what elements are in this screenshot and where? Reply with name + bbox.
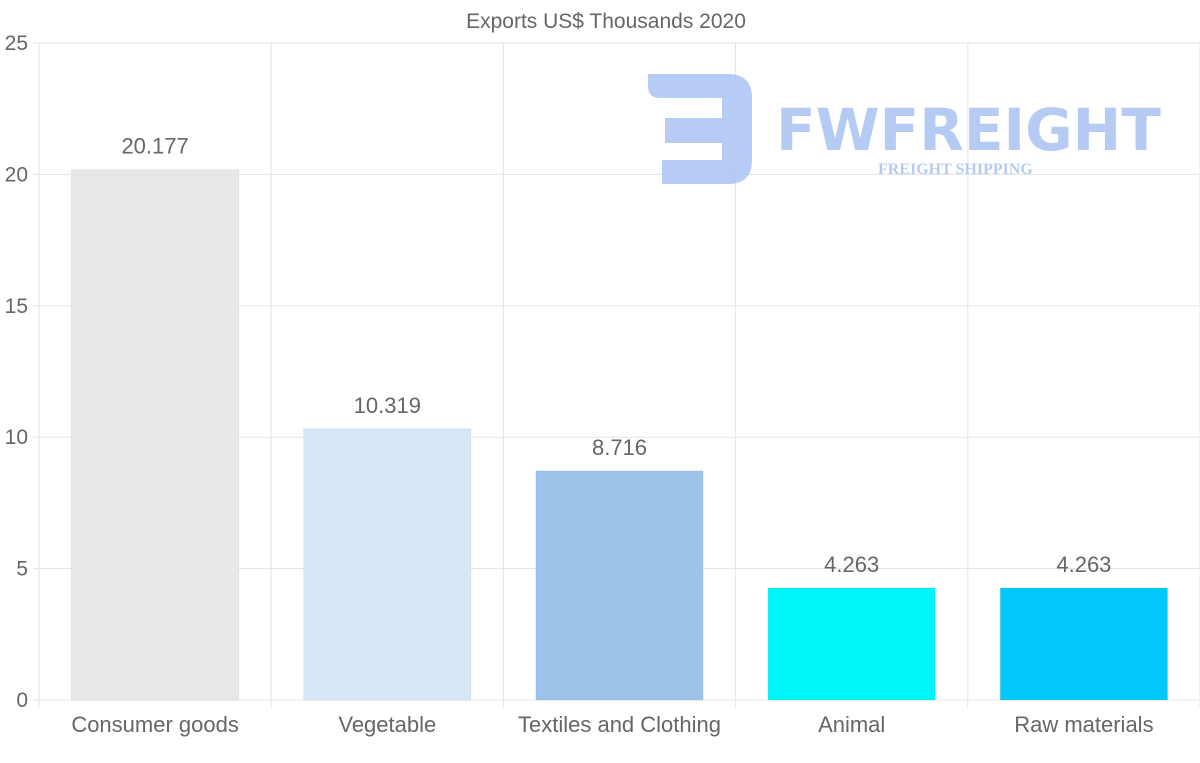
y-tick-label: 5 <box>16 558 28 581</box>
bar-animal <box>767 587 936 701</box>
y-tick-label: 10 <box>5 426 28 449</box>
x-tick-label: Textiles and Clothing <box>518 712 721 737</box>
watermark-brand: FWFREIGHT <box>776 96 1161 164</box>
watermark-logo: FWFREIGHT FREIGHT SHIPPING <box>648 74 1161 184</box>
x-axis-labels: Consumer goods Vegetable Textiles and Clot… <box>71 712 1153 737</box>
bar-textiles-and-clothing <box>535 470 704 701</box>
x-tick-label: Raw materials <box>1014 712 1153 737</box>
bar-raw-materials <box>999 587 1168 701</box>
data-label: 4.263 <box>1056 552 1111 577</box>
watermark-tagline: FREIGHT SHIPPING <box>878 161 1033 178</box>
x-tick-label: Vegetable <box>338 712 436 737</box>
x-tick-label: Consumer goods <box>71 712 239 737</box>
y-tick-label: 0 <box>16 689 28 712</box>
bar-consumer-goods <box>71 169 240 701</box>
chart-title: Exports US$ Thousands 2020 <box>466 10 746 33</box>
data-label: 10.319 <box>354 393 421 418</box>
bar-vegetable <box>303 428 472 701</box>
y-tick-label: 25 <box>5 32 28 55</box>
y-tick-label: 15 <box>5 295 28 318</box>
bars <box>71 169 1168 701</box>
data-labels: 20.177 10.319 8.716 4.263 4.263 <box>121 134 1111 577</box>
x-tick-label: Animal <box>818 712 885 737</box>
y-tick-label: 20 <box>5 163 28 186</box>
data-label: 8.716 <box>592 435 647 460</box>
data-label: 4.263 <box>824 552 879 577</box>
y-axis-ticks: 0 5 10 15 20 25 <box>5 32 28 712</box>
data-label: 20.177 <box>121 134 188 159</box>
fwfreight-logo-icon <box>648 74 752 184</box>
